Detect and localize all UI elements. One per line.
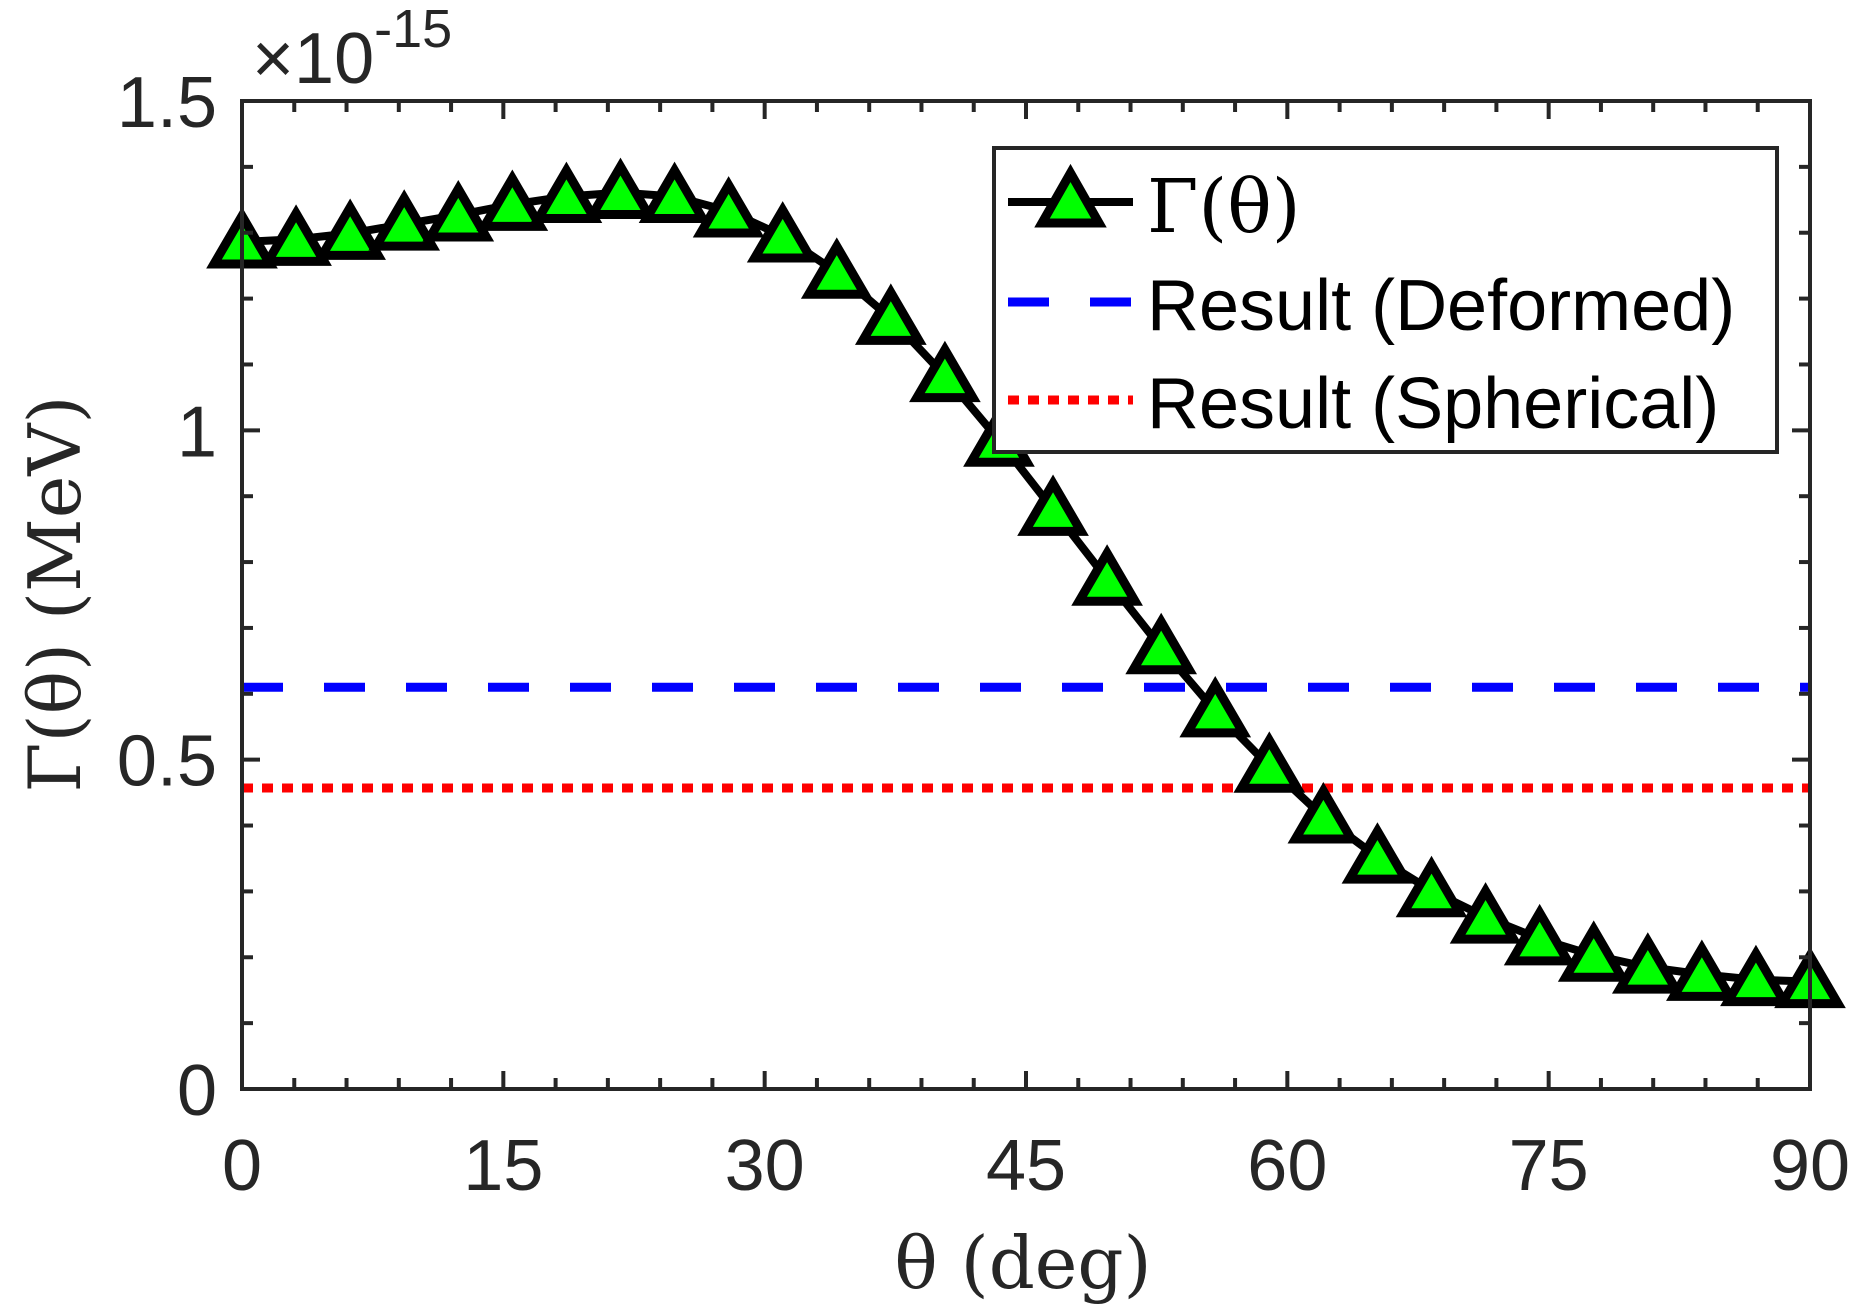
data-point-marker — [368, 189, 441, 251]
y-tick-label: 1.5 — [117, 63, 217, 143]
data-point-marker — [1557, 920, 1630, 982]
data-point-marker — [260, 204, 332, 266]
legend-item-spherical: Result (Spherical) — [1008, 364, 1719, 444]
x-axis-label: θ (deg) — [894, 1221, 1151, 1305]
data-point-marker — [1341, 822, 1414, 884]
data-point-marker — [909, 340, 981, 403]
y-exponent-label: ×10-15 — [252, 0, 452, 99]
data-point-marker — [422, 180, 495, 242]
data-point-marker — [1666, 939, 1738, 1001]
data-point-marker — [1233, 731, 1306, 793]
legend-triangle-marker-icon — [1034, 163, 1107, 228]
data-point-marker — [1071, 544, 1143, 606]
series-gamma-markers — [206, 157, 1846, 1009]
data-point-marker — [1611, 932, 1684, 994]
x-tick-label: 0 — [222, 1126, 262, 1206]
x-tick-labels: 0 15 30 45 60 75 90 — [222, 1126, 1850, 1206]
y-axis-label: Γ(θ) (MeV) — [13, 396, 97, 793]
data-point-marker — [1395, 855, 1468, 918]
data-point-marker — [1449, 882, 1522, 944]
data-point-marker — [692, 176, 765, 238]
x-tick-label: 15 — [463, 1126, 543, 1206]
data-point-marker — [1179, 675, 1252, 738]
legend-item-deformed: Result (Deformed) — [1008, 266, 1735, 346]
x-tick-label: 30 — [725, 1126, 805, 1206]
legend-label-gamma: Γ(θ) — [1147, 164, 1301, 250]
legend-label-spherical: Result (Spherical) — [1147, 364, 1719, 444]
y-tick-label: 1 — [177, 392, 217, 472]
y-exponent-base: ×10 — [252, 19, 374, 99]
legend-label-deformed: Result (Deformed) — [1147, 266, 1735, 346]
x-tick-label: 45 — [986, 1126, 1066, 1206]
x-tick-label: 90 — [1770, 1126, 1850, 1206]
data-point-marker — [1503, 903, 1576, 966]
legend-item-gamma: Γ(θ) — [1008, 163, 1301, 250]
data-point-marker — [530, 161, 603, 224]
legend: Γ(θ) Result (Deformed) Result (Spherical… — [992, 146, 1779, 454]
data-point-marker — [746, 201, 819, 263]
data-point-marker — [314, 198, 386, 260]
data-point-marker — [1287, 782, 1360, 844]
data-point-marker — [800, 237, 873, 299]
data-point-marker — [854, 283, 927, 345]
y-tick-label: 0 — [177, 1051, 217, 1131]
data-point-marker — [1017, 474, 1089, 536]
axes-box — [240, 99, 1812, 1091]
y-exponent-power: -15 — [374, 0, 452, 59]
reference-lines — [242, 682, 1810, 793]
data-point-marker — [1125, 612, 1198, 675]
x-tick-label: 60 — [1247, 1126, 1327, 1206]
data-point-marker — [584, 157, 657, 220]
data-point-marker — [476, 169, 549, 231]
y-tick-label: 0.5 — [117, 722, 217, 802]
data-point-marker — [638, 161, 711, 224]
y-tick-labels: 0 0.5 1 1.5 — [117, 63, 217, 1131]
x-tick-label: 75 — [1509, 1126, 1589, 1206]
data-point-marker — [1720, 944, 1792, 1007]
